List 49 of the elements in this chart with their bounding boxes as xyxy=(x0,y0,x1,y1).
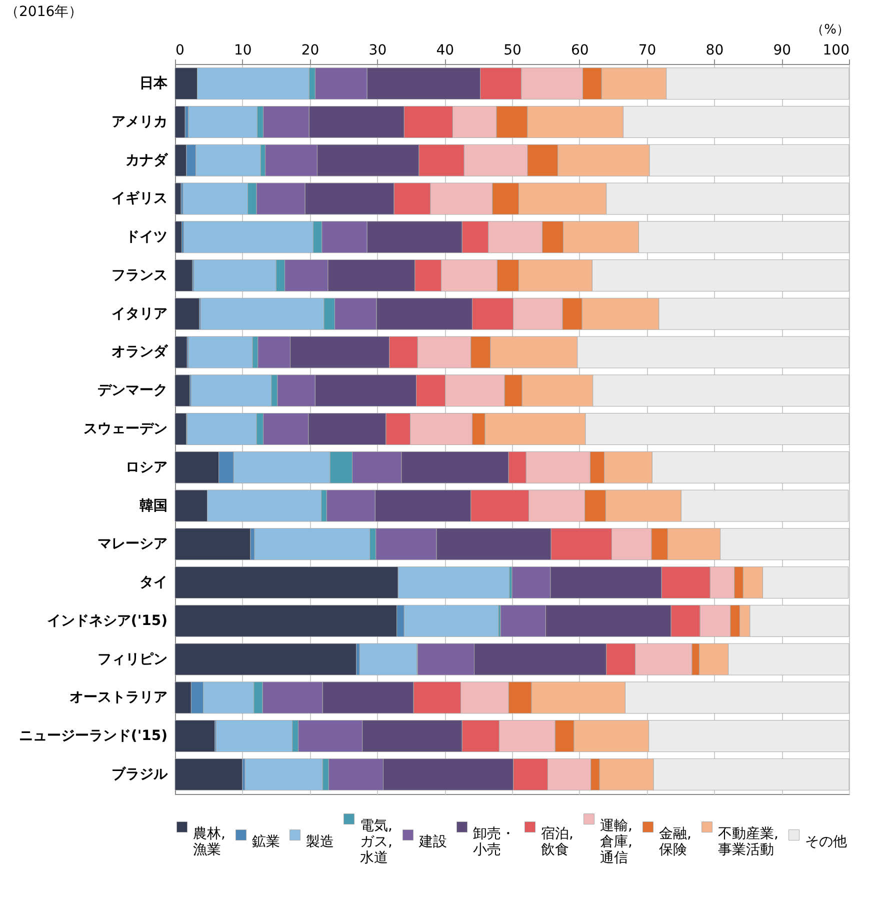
x-tick-label: 10 xyxy=(234,42,252,58)
y-tick-label: ニュージーランド('15) xyxy=(18,728,168,744)
y-tick-label: デンマーク xyxy=(98,382,168,399)
x-tick-label: 70 xyxy=(638,42,656,58)
y-tick-label: フランス xyxy=(112,267,168,284)
legend-label: 宿泊, 飲食 xyxy=(541,826,574,858)
x-tick-label: 100 xyxy=(822,42,850,58)
bar xyxy=(174,106,186,138)
y-tick-label: 日本 xyxy=(140,76,168,92)
y-tick-label: フィリピン xyxy=(98,651,168,668)
legend-label: 電気, ガス, 水道 xyxy=(360,818,392,866)
x-tick-label: 90 xyxy=(773,42,792,58)
x-tick-label: 30 xyxy=(368,42,387,58)
legend-label: 卸売・小売 xyxy=(473,826,515,858)
y-tick-label: インドネシア('15) xyxy=(46,612,168,629)
text: （2016年） xyxy=(5,4,83,20)
legend-label: その他 xyxy=(805,834,847,850)
legend-label: 農林, 漁業 xyxy=(193,826,226,858)
y-tick-label: カナダ xyxy=(126,152,168,168)
y-tick-label: ドイツ xyxy=(126,229,168,246)
y-tick-label: マレーシア xyxy=(98,536,168,552)
y-tick-label: オーストラリア xyxy=(70,690,168,706)
bar xyxy=(174,182,182,215)
y-tick-label: タイ xyxy=(140,574,168,591)
y-tick-label: 韓国 xyxy=(140,498,168,514)
legend-label: 運輸, 倉庫, 通信 xyxy=(600,818,632,866)
y-tick-label: ロシア xyxy=(126,459,168,476)
x-tick-label: 50 xyxy=(504,42,522,58)
y-tick-label: ブラジル xyxy=(112,765,168,782)
legend-label: 金融, 保険 xyxy=(659,826,692,858)
x-axis-title: （%） xyxy=(811,22,850,38)
y-tick-label: アメリカ xyxy=(112,114,168,130)
legend-label: 建設 xyxy=(418,834,447,850)
bar xyxy=(174,528,251,560)
legend-label: 製造 xyxy=(306,834,334,850)
x-tick-label: 60 xyxy=(570,42,589,58)
y-tick-label: スウェーデン xyxy=(84,421,168,437)
y-tick-label: イギリス xyxy=(112,190,168,207)
legend-label: 鉱業 xyxy=(252,834,280,850)
x-tick-label: 0 xyxy=(176,42,184,58)
x-tick-label: 40 xyxy=(436,42,454,58)
y-tick-label: イタリア xyxy=(112,306,168,322)
legend-label: 不動産業, 事業活動 xyxy=(718,826,778,858)
x-tick-label: 20 xyxy=(301,42,320,58)
bar xyxy=(174,221,182,254)
x-tick-label: 80 xyxy=(706,42,724,58)
bar xyxy=(174,758,243,790)
bar xyxy=(174,643,357,676)
y-tick-label: オランダ xyxy=(112,344,168,360)
